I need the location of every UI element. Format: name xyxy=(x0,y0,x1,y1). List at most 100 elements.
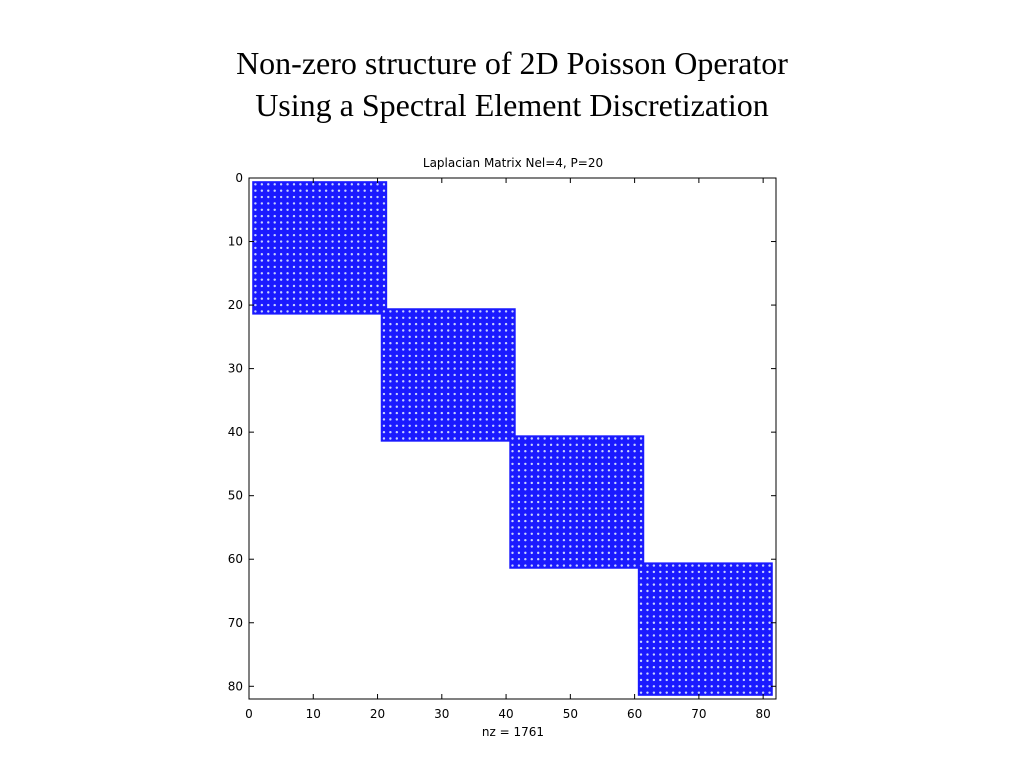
nonzero-point xyxy=(434,341,437,345)
nonzero-point xyxy=(382,310,386,313)
nonzero-point xyxy=(543,519,546,523)
nonzero-point xyxy=(755,627,758,631)
nonzero-point xyxy=(492,341,495,345)
nonzero-point xyxy=(260,291,264,294)
nonzero-point xyxy=(479,437,482,440)
nonzero-point xyxy=(639,589,643,593)
nonzero-point xyxy=(318,259,321,262)
nonzero-point xyxy=(639,666,643,669)
x-tick-label: 80 xyxy=(756,707,771,721)
nonzero-point xyxy=(511,335,514,339)
nonzero-point xyxy=(639,551,643,555)
nonzero-point xyxy=(427,399,431,402)
nonzero-point xyxy=(549,507,553,510)
nonzero-point xyxy=(716,691,720,694)
nonzero-point xyxy=(318,303,321,307)
nonzero-point xyxy=(498,329,501,332)
nonzero-point xyxy=(479,386,482,389)
nonzero-point xyxy=(537,526,540,529)
nonzero-point xyxy=(504,341,508,345)
nonzero-point xyxy=(324,303,328,307)
nonzero-point xyxy=(633,558,636,561)
nonzero-point xyxy=(511,310,514,313)
nonzero-point xyxy=(273,227,276,231)
nonzero-point xyxy=(633,469,636,472)
nonzero-point xyxy=(337,278,341,281)
nonzero-point xyxy=(504,437,508,440)
nonzero-point xyxy=(479,367,482,370)
nonzero-point xyxy=(382,227,386,231)
nonzero-point xyxy=(659,596,662,599)
nonzero-point xyxy=(517,494,521,497)
nonzero-point xyxy=(537,450,540,453)
nonzero-point xyxy=(331,208,334,211)
nonzero-point xyxy=(453,348,456,351)
nonzero-point xyxy=(543,551,546,555)
nonzero-point xyxy=(639,621,643,624)
nonzero-point xyxy=(511,500,514,504)
nonzero-point xyxy=(530,437,533,440)
nonzero-point xyxy=(588,475,591,478)
nonzero-point xyxy=(408,405,411,408)
nonzero-point xyxy=(569,450,572,453)
nonzero-point xyxy=(614,462,617,466)
nonzero-point xyxy=(324,246,328,250)
nonzero-point xyxy=(344,291,347,294)
nonzero-point xyxy=(524,558,527,561)
nonzero-point xyxy=(254,183,257,186)
nonzero-point xyxy=(517,437,521,440)
nonzero-point xyxy=(639,456,643,459)
nonzero-point xyxy=(376,303,379,307)
nonzero-point xyxy=(273,265,276,269)
nonzero-point xyxy=(292,297,296,300)
nonzero-point xyxy=(652,608,656,612)
nonzero-point xyxy=(363,202,366,205)
nonzero-point xyxy=(755,589,758,593)
nonzero-point xyxy=(504,316,508,319)
nonzero-point xyxy=(639,602,643,605)
nonzero-point xyxy=(562,443,566,447)
nonzero-point xyxy=(697,583,701,586)
nonzero-point xyxy=(723,608,726,612)
nonzero-point xyxy=(408,399,411,402)
nonzero-point xyxy=(704,621,707,624)
nonzero-point xyxy=(440,405,444,408)
nonzero-point xyxy=(749,672,752,675)
nonzero-point xyxy=(492,354,495,358)
nonzero-point xyxy=(312,233,315,237)
nonzero-point xyxy=(382,259,386,262)
nonzero-point xyxy=(434,392,437,396)
nonzero-point xyxy=(524,519,527,523)
nonzero-point xyxy=(472,399,476,402)
nonzero-point xyxy=(620,456,623,459)
nonzero-point xyxy=(639,475,643,478)
nonzero-point xyxy=(299,259,302,262)
nonzero-point xyxy=(742,685,746,688)
nonzero-point xyxy=(710,602,713,605)
nonzero-point xyxy=(607,545,611,548)
nonzero-point xyxy=(742,646,746,650)
nonzero-point xyxy=(723,646,726,650)
nonzero-point xyxy=(761,621,765,624)
nonzero-point xyxy=(504,424,508,427)
nonzero-point xyxy=(524,538,527,542)
nonzero-point xyxy=(459,310,463,313)
nonzero-point xyxy=(324,183,328,186)
nonzero-point xyxy=(459,316,463,319)
nonzero-point xyxy=(549,475,553,478)
nonzero-point xyxy=(318,284,321,288)
nonzero-point xyxy=(594,538,598,542)
nonzero-point xyxy=(537,462,540,466)
nonzero-point xyxy=(267,310,270,313)
nonzero-point xyxy=(254,189,257,192)
nonzero-point xyxy=(511,424,514,427)
nonzero-point xyxy=(414,392,418,396)
nonzero-point xyxy=(684,685,688,688)
nonzero-point xyxy=(569,456,572,459)
nonzero-point xyxy=(543,500,546,504)
nonzero-point xyxy=(594,437,598,440)
nonzero-point xyxy=(350,221,354,224)
nonzero-point xyxy=(434,335,437,339)
nonzero-point xyxy=(472,354,476,358)
nonzero-point xyxy=(267,233,270,237)
